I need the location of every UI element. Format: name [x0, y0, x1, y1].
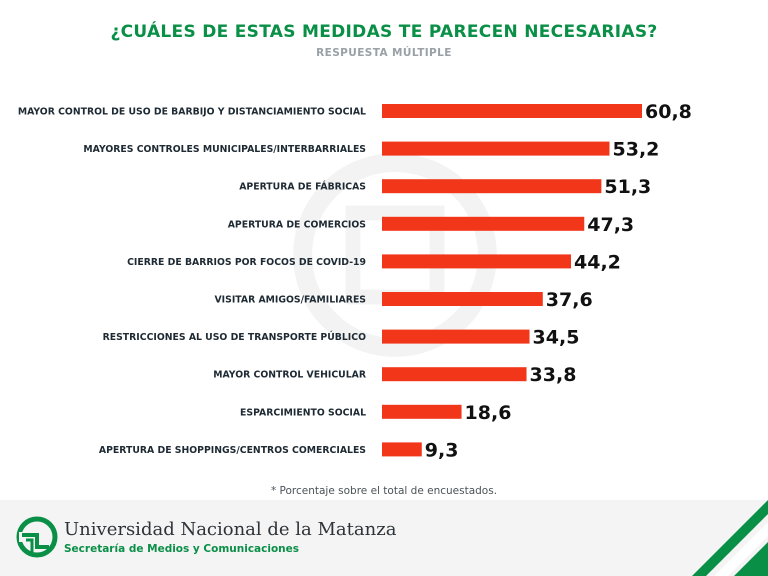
category-label: VISITAR AMIGOS/FAMILIARES: [214, 295, 366, 306]
value-label: 9,3: [425, 439, 459, 461]
bar: [382, 216, 585, 231]
value-label: 51,3: [604, 176, 651, 198]
chart-subtitle: RESPUESTA MÚLTIPLE: [316, 47, 452, 59]
bar: [382, 254, 572, 269]
category-label: APERTURA DE COMERCIOS: [228, 219, 367, 230]
category-label: ESPARCIMIENTO SOCIAL: [240, 407, 366, 418]
bar: [382, 367, 527, 382]
dept-name: Secretaría de Medios y Comunicaciones: [64, 543, 300, 555]
value-label: 60,8: [645, 101, 692, 123]
value-label: 34,5: [533, 327, 580, 349]
bar: [382, 104, 642, 118]
category-label: APERTURA DE SHOPPINGS/CENTROS COMERCIALE…: [99, 445, 366, 456]
value-label: 18,6: [465, 402, 512, 424]
bar: [382, 329, 530, 344]
bar: [382, 141, 610, 156]
bar: [382, 442, 422, 457]
bar-chart: MAYOR CONTROL DE USO DE BARBIJO Y DISTAN…: [18, 101, 692, 461]
bar: [382, 292, 543, 306]
category-label: MAYORES CONTROLES MUNICIPALES/INTERBARRI…: [83, 144, 366, 155]
category-label: RESTRICCIONES AL USO DE TRANSPORTE PÚBLI…: [103, 331, 366, 343]
category-label: APERTURA DE FÁBRICAS: [239, 181, 366, 193]
category-label: CIERRE DE BARRIOS POR FOCOS DE COVID-19: [127, 257, 366, 268]
bar: [382, 404, 462, 419]
bar: [382, 179, 602, 194]
unlam-logo-icon: [16, 516, 58, 558]
value-label: 33,8: [530, 364, 577, 386]
value-label: 44,2: [574, 251, 621, 273]
footnote: * Porcentaje sobre el total de encuestad…: [270, 485, 498, 497]
category-label: MAYOR CONTROL VEHICULAR: [213, 370, 366, 381]
chart-title: ¿CUÁLES DE ESTAS MEDIDAS TE PARECEN NECE…: [110, 22, 658, 42]
category-label: MAYOR CONTROL DE USO DE BARBIJO Y DISTAN…: [18, 107, 366, 118]
value-label: 53,2: [613, 139, 660, 161]
decorative-stripe: [692, 500, 768, 576]
value-label: 47,3: [587, 214, 634, 236]
footer: Universidad Nacional de la Matanza Secre…: [0, 500, 768, 576]
value-label: 37,6: [546, 289, 593, 311]
org-name: Universidad Nacional de la Matanza: [64, 519, 397, 540]
